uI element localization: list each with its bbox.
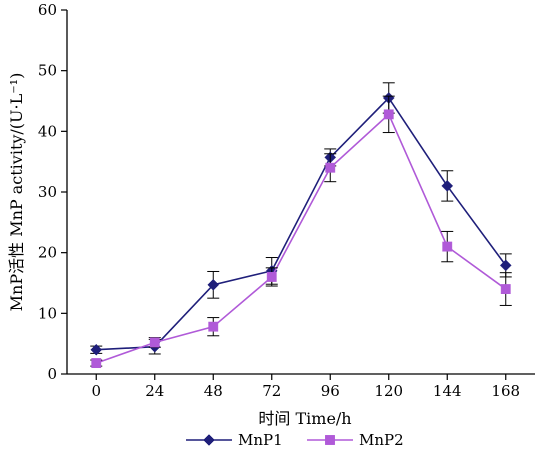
legend: MnP1 MnP2 [186, 431, 404, 449]
y-tick-label: 10 [38, 304, 57, 322]
data-point [383, 109, 394, 120]
legend-item-mnp1: MnP1 [186, 431, 283, 449]
y-axis-label: MnP活性 MnP activity/(U·L⁻¹) [7, 73, 26, 312]
axes: 0 10 20 30 40 50 60 0 24 48 72 96 120 144 168 [38, 1, 535, 400]
legend-item-mnp2: MnP2 [307, 431, 404, 449]
y-tick-label: 0 [47, 365, 57, 383]
series-layer [90, 82, 512, 369]
x-tick-label: 120 [374, 382, 403, 400]
legend-marker [203, 434, 215, 446]
series-mnp1 [90, 82, 512, 356]
y-tick-label: 60 [38, 1, 57, 19]
data-point [325, 162, 336, 173]
data-point [266, 272, 277, 282]
x-axis-label: 时间 Time/h [258, 409, 351, 428]
y-tick-label: 40 [38, 122, 57, 140]
x-tick-label: 168 [491, 382, 520, 400]
x-tick-label: 96 [321, 382, 340, 400]
series-line [95, 113, 507, 364]
series-mnp2 [90, 95, 512, 369]
x-tick-label: 144 [433, 382, 462, 400]
y-tick-label: 20 [38, 244, 57, 262]
series-line [96, 96, 507, 351]
x-tick-label: 48 [204, 382, 223, 400]
data-point [441, 180, 454, 192]
data-point [91, 358, 102, 369]
legend-label: MnP1 [238, 431, 283, 449]
data-point [149, 337, 160, 348]
x-tick-label: 0 [91, 382, 101, 400]
data-point [90, 343, 103, 356]
legend-label: MnP2 [359, 431, 404, 449]
data-point [500, 284, 511, 294]
y-tick-label: 30 [38, 183, 57, 201]
data-point [208, 321, 219, 332]
legend-marker [325, 435, 335, 445]
data-point [207, 278, 220, 291]
x-tick-label: 24 [145, 382, 164, 400]
x-tick-label: 72 [262, 382, 281, 400]
data-point [442, 241, 453, 252]
y-tick-label: 50 [38, 62, 57, 80]
data-point [499, 259, 512, 272]
